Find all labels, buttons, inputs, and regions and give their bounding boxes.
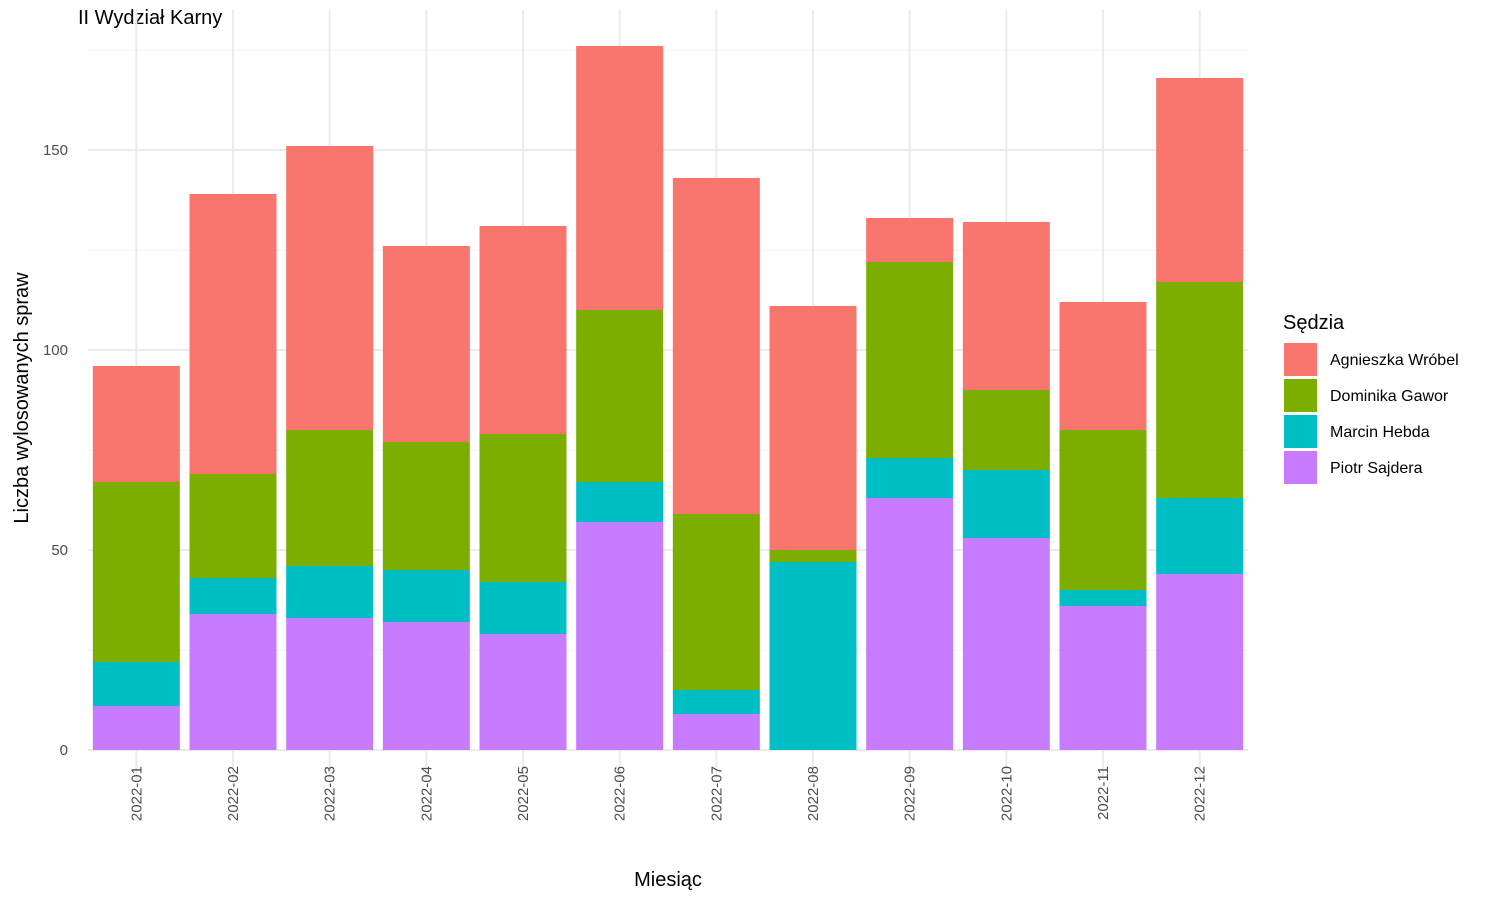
x-tick-label: 2022-03 — [322, 766, 339, 821]
x-tick-label: 2022-11 — [1095, 766, 1112, 820]
x-tick-label: 2022-06 — [612, 766, 629, 821]
bar-segment — [962, 222, 1050, 390]
y-tick-label: 0 — [60, 742, 68, 759]
legend: Sędzia Agnieszka Wróbel Dominika Gawor Marc… — [1283, 312, 1459, 484]
bar-segment — [479, 634, 567, 750]
x-tick-label: 2022-09 — [902, 766, 919, 821]
bar-segment — [1059, 302, 1147, 430]
bar-segment — [382, 570, 470, 622]
bar-segment — [1156, 498, 1244, 574]
bar-segment — [1156, 282, 1244, 498]
bar-segment — [286, 566, 374, 618]
legend-label: Agnieszka Wróbel — [1330, 352, 1459, 369]
legend-key — [1284, 343, 1317, 376]
legend-label: Piotr Sajdera — [1330, 460, 1423, 477]
x-tick-label: 2022-02 — [225, 766, 242, 821]
bar-segment — [672, 690, 760, 714]
bar-segment — [189, 194, 277, 474]
bar-segment — [769, 562, 857, 750]
bar-segment — [576, 46, 664, 310]
bar-segment — [286, 618, 374, 750]
bar-segment — [382, 622, 470, 750]
legend-key — [1284, 415, 1317, 448]
legend-label: Marcin Hebda — [1330, 424, 1430, 441]
x-tick-label: 2022-01 — [128, 766, 145, 821]
legend-key — [1284, 379, 1317, 412]
chart-title: II Wydział Karny — [78, 7, 223, 29]
bar-segment — [92, 482, 180, 662]
x-tick-label: 2022-10 — [998, 766, 1015, 821]
bar-segment — [92, 366, 180, 482]
bar-segment — [672, 514, 760, 690]
y-tick-label: 100 — [43, 342, 68, 359]
bar-segment — [92, 662, 180, 706]
bar-segment — [286, 430, 374, 566]
bar-segment — [479, 434, 567, 582]
x-tick-label: 2022-07 — [708, 766, 725, 821]
bar-segment — [479, 582, 567, 634]
bar-segment — [1156, 574, 1244, 750]
x-axis-title: Miesiąc — [634, 869, 702, 891]
bar-segment — [866, 458, 954, 498]
bar-segment — [382, 442, 470, 570]
bar-segment — [1059, 430, 1147, 590]
y-axis-title: Liczba wylosowanych spraw — [11, 272, 33, 524]
bar-segment — [189, 474, 277, 578]
bar-segment — [769, 306, 857, 550]
bar-segment — [769, 550, 857, 562]
x-axis: 2022-01 2022-02 2022-03 2022-04 2022-05 2022-… — [128, 766, 1208, 821]
bar-segment — [962, 538, 1050, 750]
bar-segment — [962, 390, 1050, 470]
bar-segment — [672, 714, 760, 750]
legend-title: Sędzia — [1283, 312, 1345, 334]
bar-segment — [866, 262, 954, 458]
legend-key — [1284, 451, 1317, 484]
bar-segment — [189, 614, 277, 750]
x-tick-label: 2022-05 — [515, 766, 532, 821]
bar-segment — [1156, 78, 1244, 282]
bar-segment — [286, 146, 374, 430]
bar-segment — [866, 218, 954, 262]
y-tick-label: 150 — [43, 142, 68, 159]
bar-segment — [672, 178, 760, 514]
bar-segment — [576, 310, 664, 482]
bar-segment — [479, 226, 567, 434]
bar-segment — [1059, 606, 1147, 750]
x-tick-label: 2022-12 — [1192, 766, 1209, 821]
y-tick-label: 50 — [51, 542, 68, 559]
y-axis: 0 50 100 150 — [43, 142, 68, 759]
x-tick-label: 2022-04 — [418, 766, 435, 821]
bar-segment — [866, 498, 954, 750]
bar-segment — [1059, 590, 1147, 606]
x-tick-label: 2022-08 — [805, 766, 822, 821]
bar-segment — [382, 246, 470, 442]
bar-segment — [576, 482, 664, 522]
bar-segment — [189, 578, 277, 614]
legend-label: Dominika Gawor — [1330, 388, 1449, 405]
bar-segment — [92, 706, 180, 750]
bar-segment — [962, 470, 1050, 538]
bar-segment — [576, 522, 664, 750]
bars — [92, 46, 1244, 750]
